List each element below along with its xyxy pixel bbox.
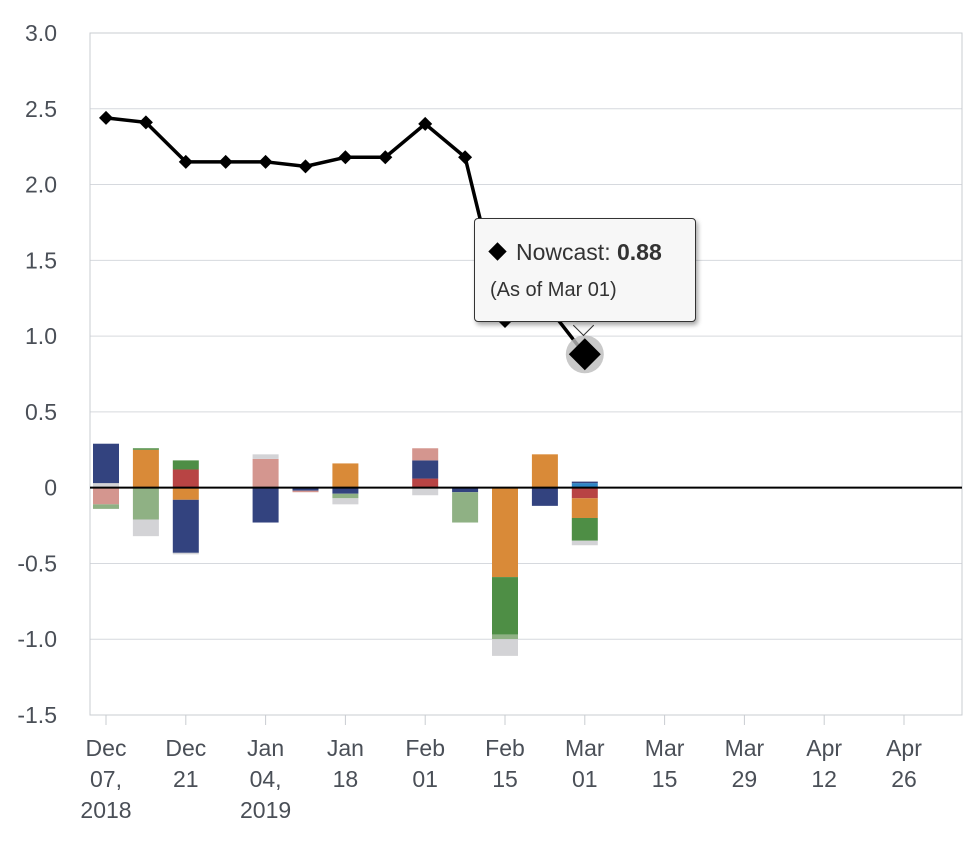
- x-tick-label: Apr: [886, 735, 922, 761]
- bar-segment: [492, 487, 518, 578]
- diamond-icon: [488, 242, 507, 261]
- x-tick-label: Apr: [806, 735, 842, 761]
- bar-segment: [452, 492, 479, 523]
- bar-segment: [93, 443, 119, 484]
- y-tick-label: 1.0: [25, 323, 57, 349]
- y-tick-label: -1.0: [17, 626, 57, 652]
- y-tick-label: 0: [44, 475, 57, 501]
- y-tick-label: 2.5: [25, 96, 57, 122]
- y-tick-label: 0.5: [25, 399, 57, 425]
- x-tick-label: 2019: [240, 797, 291, 823]
- bar-segment: [172, 487, 199, 500]
- bar-segment: [252, 458, 279, 488]
- nowcast-marker: [218, 154, 233, 169]
- bar-segment: [412, 460, 439, 479]
- nowcast-marker: [338, 150, 353, 165]
- bar-segment: [332, 493, 359, 499]
- bar-segment: [93, 504, 119, 509]
- bar-segment: [571, 487, 598, 499]
- y-tick-label: 1.5: [25, 247, 57, 273]
- tooltip-date-note: (As of Mar 01): [490, 279, 617, 301]
- tooltip-value-row: Nowcast: 0.88: [488, 239, 662, 266]
- x-tick-label: Feb: [405, 735, 445, 761]
- x-tick-label: 07,: [90, 766, 122, 792]
- bar-segment: [132, 519, 159, 537]
- x-tick-label: 15: [652, 766, 678, 792]
- nowcast-marker: [138, 115, 153, 130]
- bar-segment: [93, 483, 119, 488]
- bar-segment: [172, 469, 199, 488]
- bar-segment: [292, 490, 319, 493]
- x-tick-label: 12: [811, 766, 837, 792]
- bar-segment: [132, 449, 159, 488]
- x-tick-label: 26: [891, 766, 917, 792]
- bar-segment: [412, 487, 439, 496]
- bar-segment: [252, 487, 279, 523]
- bar-segment: [531, 454, 558, 488]
- nowcast-marker: [99, 110, 113, 125]
- bar-segment: [172, 552, 199, 555]
- bar-segment: [452, 487, 479, 493]
- bar-segment: [332, 498, 359, 505]
- bar-segment: [571, 481, 598, 484]
- bar-segment: [412, 448, 439, 461]
- bar-segment: [492, 634, 518, 640]
- bar-segment: [571, 517, 598, 541]
- y-tick-label: -1.5: [17, 702, 57, 728]
- bar-segment: [172, 499, 199, 553]
- x-tick-label: 01: [572, 766, 598, 792]
- bar-segment: [132, 448, 159, 450]
- x-tick-label: Jan: [327, 735, 364, 761]
- nowcast-marker-highlight: [568, 338, 601, 371]
- nowcast-tooltip: Nowcast: 0.88 (As of Mar 01): [474, 218, 696, 322]
- x-tick-label: Mar: [725, 735, 765, 761]
- nowcast-marker: [378, 150, 393, 165]
- x-tick-label: 04,: [250, 766, 282, 792]
- tooltip-value: 0.88: [616, 239, 662, 265]
- bar-segment: [332, 487, 359, 494]
- bar-segment: [571, 498, 598, 518]
- x-tick-label: Dec: [165, 735, 206, 761]
- bar-segment: [571, 540, 598, 546]
- nowcast-marker: [418, 116, 433, 131]
- x-tick-label: Feb: [485, 735, 525, 761]
- bar-segment: [531, 487, 558, 506]
- bar-segment: [332, 463, 359, 488]
- nowcast-marker: [458, 150, 473, 165]
- bar-segment: [252, 454, 279, 459]
- bar-segment: [172, 460, 199, 470]
- x-tick-label: 21: [173, 766, 199, 792]
- x-tick-label: Mar: [565, 735, 605, 761]
- plot-frame: [89, 32, 963, 716]
- nowcast-marker: [178, 154, 193, 169]
- bar-segment: [571, 483, 598, 488]
- x-tick-label: Mar: [645, 735, 685, 761]
- bar-segment: [93, 487, 119, 505]
- y-tick-label: 2.0: [25, 172, 57, 198]
- nowcast-marker: [298, 159, 313, 174]
- y-tick-label: -0.5: [17, 550, 57, 576]
- bar-segment: [292, 487, 319, 491]
- bar-segment: [492, 577, 518, 635]
- y-tick-label: 3.0: [25, 20, 57, 46]
- bar-segment: [492, 639, 518, 656]
- nowcast-marker: [258, 154, 273, 169]
- x-tick-label: 2018: [80, 797, 131, 823]
- x-tick-label: Jan: [247, 735, 284, 761]
- x-tick-label: 15: [492, 766, 518, 792]
- tooltip-series-label: Nowcast:: [516, 239, 617, 265]
- bar-segment: [132, 487, 159, 520]
- x-tick-label: Dec: [86, 735, 127, 761]
- x-tick-label: 29: [732, 766, 758, 792]
- bar-segment: [412, 478, 439, 488]
- x-tick-label: 18: [333, 766, 359, 792]
- x-tick-label: 01: [412, 766, 438, 792]
